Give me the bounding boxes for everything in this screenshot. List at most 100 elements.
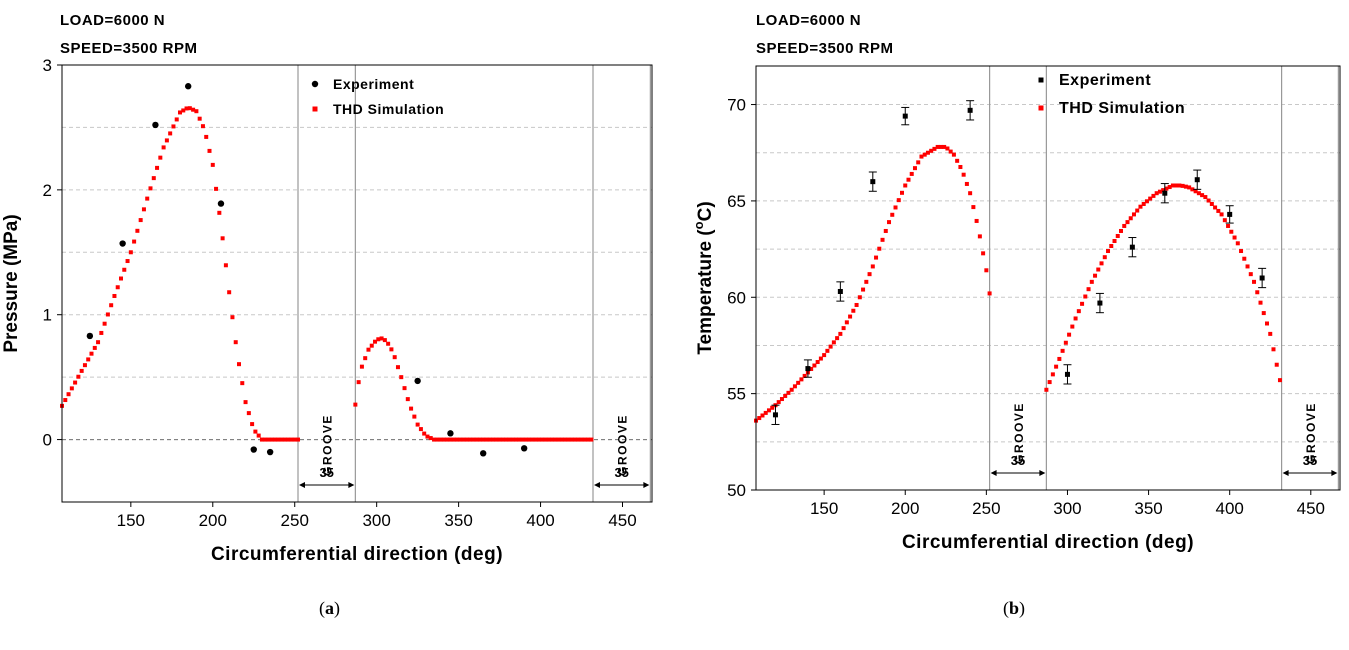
legend-experiment-marker: [311, 80, 319, 88]
simulation-point: [903, 183, 908, 188]
experiment-point: [86, 332, 94, 340]
x-axis-label: Circumferential direction (deg): [211, 544, 503, 565]
simulation-point: [553, 437, 558, 442]
simulation-point: [851, 308, 856, 313]
simulation-point: [760, 413, 765, 418]
simulation-point: [145, 196, 150, 201]
legend-simulation-label: THD Simulation: [1059, 100, 1185, 117]
simulation-point: [399, 375, 404, 380]
simulation-point: [977, 234, 982, 239]
simulation-point: [246, 411, 251, 416]
simulation-point: [1193, 189, 1198, 194]
x-tick-label: 250: [972, 499, 1000, 518]
simulation-point: [1128, 216, 1133, 221]
experiment-point: [447, 430, 454, 437]
arrow-head-right: [1331, 470, 1338, 476]
simulation-point: [164, 138, 169, 143]
simulation-point: [66, 392, 71, 397]
x-tick-label: 200: [199, 511, 227, 530]
simulation-point: [530, 437, 535, 442]
simulation-point: [477, 437, 482, 442]
simulation-point: [1248, 272, 1253, 277]
simulation-point: [825, 348, 830, 353]
simulation-point: [273, 437, 278, 442]
simulation-point: [1080, 301, 1085, 306]
simulation-point: [1213, 205, 1218, 210]
arrow-head-left: [594, 482, 600, 488]
legend-experiment-marker: [1038, 77, 1044, 83]
simulation-point: [263, 437, 268, 442]
simulation-point: [1115, 233, 1120, 238]
simulation-point: [184, 106, 189, 111]
simulation-point: [402, 386, 407, 391]
simulation-point: [200, 124, 205, 129]
simulation-point: [197, 116, 202, 121]
simulation-point: [984, 268, 989, 273]
x-axis-label: Circumferential direction (deg): [902, 532, 1194, 553]
experiment-point: [266, 448, 274, 456]
simulation-point: [789, 387, 794, 392]
simulation-point: [566, 437, 571, 442]
simulation-point: [69, 386, 74, 391]
simulation-point: [89, 351, 94, 356]
simulation-point: [392, 355, 397, 360]
simulation-point: [919, 154, 924, 159]
simulation-point: [776, 400, 781, 405]
simulation-point: [194, 109, 199, 114]
simulation-point: [73, 380, 78, 385]
simulation-point: [1271, 347, 1276, 352]
y-tick-label: 60: [727, 288, 746, 307]
simulation-point: [82, 363, 87, 368]
simulation-point: [138, 218, 143, 223]
simulation-point: [569, 437, 574, 442]
simulation-point: [207, 148, 212, 153]
simulation-point: [1219, 212, 1224, 217]
simulation-point: [822, 353, 827, 358]
arrow-head-right: [348, 482, 355, 488]
legend-simulation-label: THD Simulation: [333, 101, 444, 117]
simulation-point: [112, 293, 117, 298]
experiment-point: [1227, 211, 1233, 217]
simulation-point: [1177, 183, 1182, 188]
simulation-point: [938, 144, 943, 149]
simulation-point: [487, 437, 492, 442]
simulation-point: [376, 337, 381, 342]
simulation-point: [546, 437, 551, 442]
simulation-point: [987, 291, 992, 296]
experiment-point: [902, 113, 908, 119]
simulation-point: [550, 437, 555, 442]
simulation-point: [148, 186, 153, 191]
speed-condition-label: SPEED=3500 RPM: [60, 40, 198, 57]
simulation-point: [1229, 229, 1234, 234]
simulation-point: [1258, 300, 1263, 305]
simulation-point: [971, 205, 976, 210]
simulation-point: [543, 437, 548, 442]
simulation-point: [582, 437, 587, 442]
x-tick-label: 450: [1297, 499, 1325, 518]
simulation-point: [887, 220, 892, 225]
simulation-point: [468, 437, 473, 442]
simulation-point: [854, 302, 859, 307]
simulation-point: [161, 145, 166, 150]
simulation-point: [237, 362, 241, 367]
simulation-point: [1106, 249, 1111, 254]
simulation-point: [386, 341, 391, 346]
simulation-point: [438, 437, 443, 442]
experiment-point: [152, 121, 159, 129]
simulation-point: [1167, 185, 1172, 190]
simulation-point: [1170, 183, 1175, 188]
simulation-point: [471, 437, 476, 442]
simulation-point: [540, 437, 545, 442]
simulation-point: [809, 366, 814, 371]
simulation-point: [1235, 241, 1240, 246]
simulation-point: [191, 107, 196, 112]
simulation-point: [779, 397, 784, 402]
simulation-point: [942, 144, 947, 149]
experiment-point: [870, 179, 876, 185]
simulation-point: [132, 239, 137, 244]
simulation-point: [900, 190, 904, 195]
simulation-point: [802, 373, 807, 378]
simulation-point: [1067, 332, 1072, 337]
simulation-point: [79, 368, 84, 373]
